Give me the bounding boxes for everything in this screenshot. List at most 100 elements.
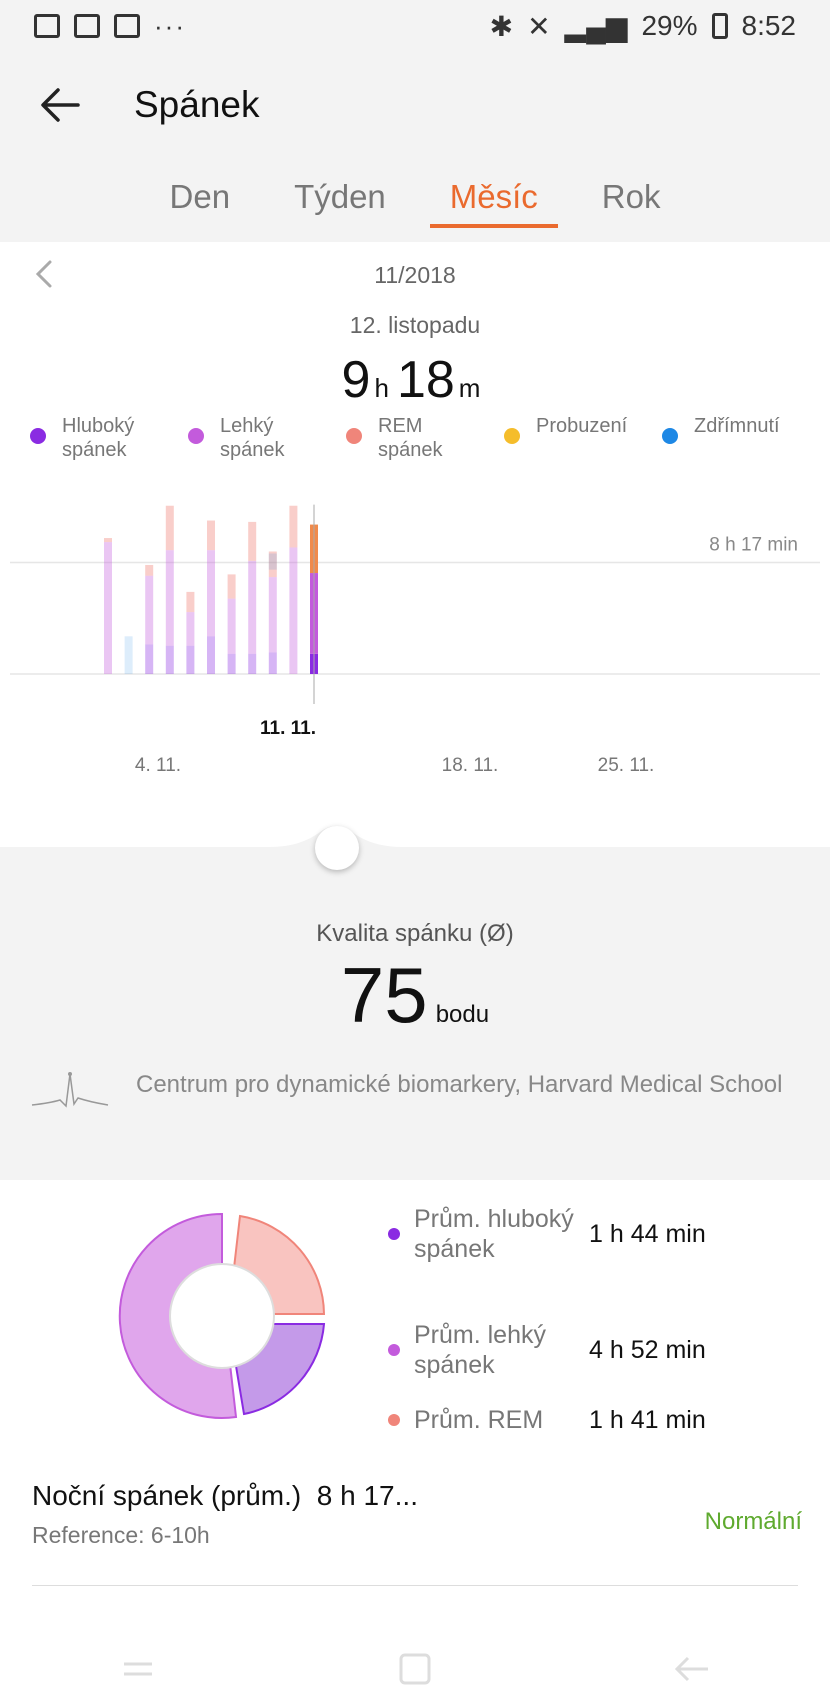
status-bar: ··· ✱ ✕ ▂▄▆ 29% 8:52: [0, 0, 830, 52]
heartbeat-icon: [31, 1072, 109, 1108]
night-sleep-reference: Reference: 6-10h: [32, 1522, 210, 1548]
bar-rem-segment: [289, 505, 298, 548]
avg-light-label: Prům. lehký spánek: [414, 1321, 546, 1379]
bar-rem-segment: [207, 520, 215, 551]
legend-light: Lehký spánek: [188, 414, 346, 474]
tab-week[interactable]: Týden: [294, 178, 386, 215]
x-tick-label: 18. 11.: [442, 755, 499, 776]
bar-light-segment: [186, 612, 195, 646]
duration-hours: 9: [341, 351, 371, 409]
legend-deep: Hluboký spánek: [30, 414, 188, 474]
back-arrow-icon: [41, 88, 80, 122]
date-scrubber-handle[interactable]: [315, 826, 359, 870]
avg-light-value: 4 h 52 min: [589, 1335, 706, 1364]
mute-icon: ✕: [527, 10, 551, 42]
home-button[interactable]: [385, 1649, 445, 1689]
bar-deep-segment: [227, 653, 236, 674]
status-right: ✱ ✕ ▂▄▆ 29% 8:52: [490, 10, 796, 43]
tab-year[interactable]: Rok: [601, 178, 661, 215]
night-sleep-summary[interactable]: Noční spánek (prům.) 8 h 17... Reference…: [32, 1480, 802, 1549]
bar-light-segment: [104, 542, 112, 674]
legend-dot-rem: [346, 428, 362, 444]
legend-label-awake: Probuzení: [536, 415, 628, 437]
x-tick-label: 25. 11.: [598, 755, 655, 776]
quality-score-unit: bodu: [435, 1001, 490, 1028]
averages-card: Prům. hluboký spánek 1 h 44 min Prům. le…: [0, 1180, 830, 1707]
scrubber-track-curve: [0, 826, 830, 847]
bar-deep-segment: [165, 645, 174, 674]
legend-label-deep: Hluboký spánek: [62, 415, 135, 461]
bar-rem-segment: [248, 521, 257, 561]
legend-rem: REM spánek: [346, 414, 504, 474]
bar-rem-segment: [186, 591, 195, 613]
more-notifications-icon: ···: [154, 10, 186, 41]
avg-deep-value: 1 h 44 min: [589, 1219, 706, 1248]
chart-legend: Hluboký spánek Lehký spánek REM spánek P…: [30, 414, 820, 474]
avg-deep-label: Prům. hluboký spánek: [414, 1205, 574, 1263]
bar-light-segment: [289, 547, 298, 674]
tab-day[interactable]: Den: [169, 178, 231, 215]
bar-deep-segment: [268, 652, 277, 674]
avg-rem-row: Prům. REM 1 h 41 min: [388, 1405, 808, 1435]
bar-light-segment: [145, 575, 154, 645]
legend-nap: Zdřímnutí: [662, 414, 820, 474]
bar-light-segment: [248, 560, 257, 654]
sleep-bar-chart[interactable]: 8 h 17 min 11. 11. 4. 11. 18. 11. 25. 11.: [0, 482, 830, 847]
quality-label: Kvalita spánku (Ø): [316, 920, 514, 947]
legend-label-nap: Zdřímnutí: [694, 415, 780, 437]
recent-apps-icon: [124, 1662, 153, 1675]
month-label: 11/2018: [374, 262, 456, 288]
avg-deep-row: Prům. hluboký spánek 1 h 44 min: [388, 1204, 808, 1264]
tab-month[interactable]: Měsíc: [429, 160, 558, 228]
system-nav-bar: [0, 1630, 830, 1707]
bar-light-segment: [207, 550, 215, 637]
legend-dot-deep: [30, 428, 46, 444]
donut-hole: [169, 1263, 275, 1369]
selected-date-tick: 11. 11.: [260, 718, 316, 739]
bar-deep-segment: [145, 644, 154, 674]
bar-rem-segment: [165, 505, 174, 551]
system-back-button[interactable]: [662, 1649, 722, 1689]
bar-deep-segment: [186, 645, 195, 674]
sleep-duration: 9 h 18 m: [0, 350, 830, 410]
source-text: Centrum pro dynamické biomarkery, Harvar…: [136, 1071, 783, 1098]
avg-light-dot: [388, 1344, 400, 1356]
legend-dot-awake: [504, 428, 520, 444]
legend-dot-light: [188, 428, 204, 444]
period-tabs: Den Týden Měsíc Rok: [0, 160, 830, 240]
legend-awake: Probuzení: [504, 414, 662, 474]
back-button[interactable]: [30, 75, 90, 135]
mail-icon: [114, 14, 140, 38]
bar-light-segment: [268, 577, 277, 653]
system-back-icon: [674, 1656, 708, 1681]
avg-light-row: Prům. lehký spánek 4 h 52 min: [388, 1320, 808, 1380]
gallery-icon: [34, 14, 60, 38]
bar-nap-segment: [124, 636, 133, 674]
battery-icon: [711, 13, 728, 39]
legend-dot-nap: [662, 428, 678, 444]
recent-apps-button[interactable]: [108, 1649, 168, 1689]
app-header: Spánek: [0, 60, 830, 150]
bar-light-segment: [227, 598, 236, 654]
bar-deep-segment: [207, 636, 215, 674]
bar-rem-segment: [104, 538, 112, 543]
sleep-phase-donut: [118, 1212, 326, 1419]
legend-label-rem: REM spánek: [378, 415, 443, 461]
hours-unit: h: [374, 373, 389, 403]
page-title: Spánek: [134, 84, 260, 125]
avg-deep-dot: [388, 1228, 400, 1240]
avg-rem-value: 1 h 41 min: [589, 1405, 706, 1434]
bar-rem-segment: [268, 551, 277, 578]
sleep-chart-card: 11/2018 12. listopadu 9 h 18 m Hluboký spán…: [0, 242, 830, 847]
task-icon: [74, 14, 100, 38]
bar-rem-segment: [145, 564, 154, 576]
x-tick-label: 4. 11.: [135, 755, 181, 776]
night-sleep-title: Noční spánek (prům.) 8 h 17...: [32, 1480, 802, 1512]
home-icon: [399, 1653, 431, 1684]
duration-minutes: 18: [396, 351, 455, 409]
previous-month-button[interactable]: [30, 254, 60, 294]
bar-nap-segment: [268, 553, 277, 570]
avg-rem-label: Prům. REM: [414, 1406, 544, 1434]
night-sleep-label: Noční spánek (prům.): [32, 1480, 302, 1511]
clock: 8:52: [741, 10, 797, 41]
